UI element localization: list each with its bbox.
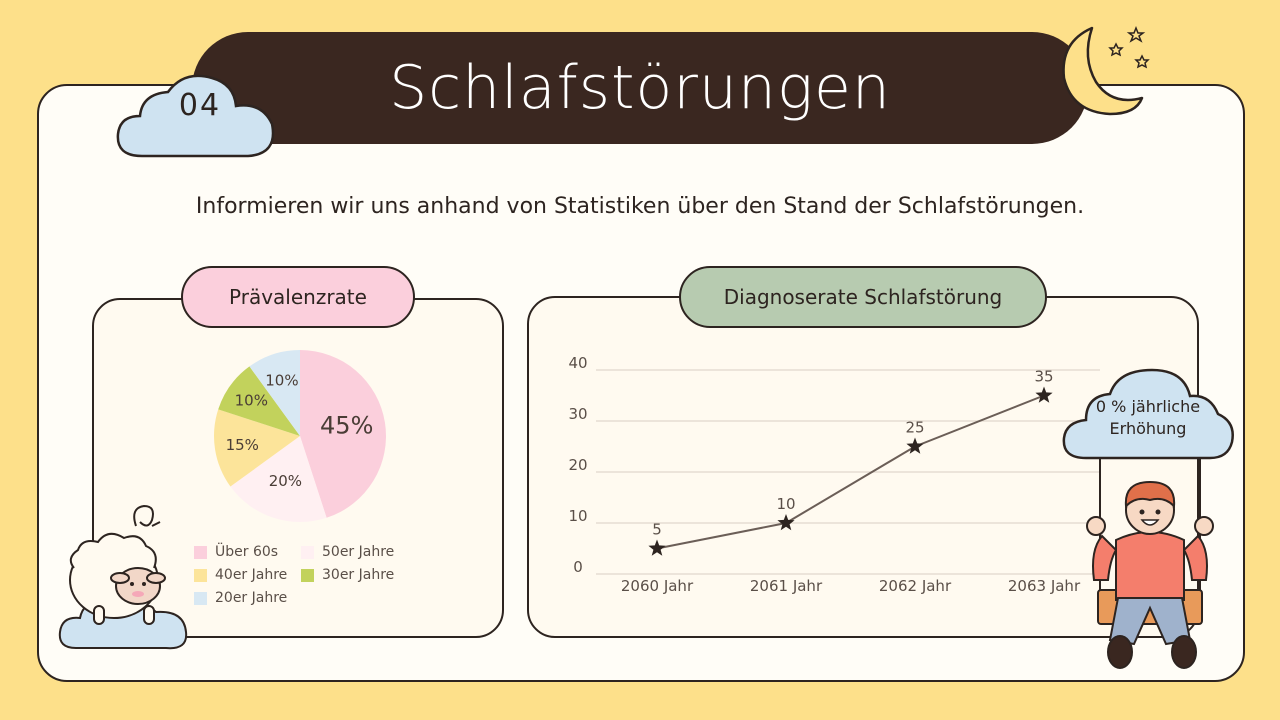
pie-slice <box>214 409 300 487</box>
legend-item-2: 40er Jahre <box>194 567 287 583</box>
child-on-swing-illustration <box>1080 440 1220 676</box>
x-tick-label: 2062 Jahr <box>879 577 952 595</box>
star-icon <box>1108 24 1152 76</box>
legend-swatch-2 <box>194 568 207 582</box>
data-label: 10 <box>776 495 795 513</box>
cloud-note-line2: Erhöhung <box>1109 419 1187 438</box>
legend-item-4: 20er Jahre <box>194 590 287 606</box>
legend-swatch-0 <box>194 545 207 559</box>
cloud-icon <box>1060 366 1238 466</box>
data-label: 25 <box>905 419 924 437</box>
star-marker <box>648 539 666 556</box>
legend-swatch-4 <box>194 591 207 605</box>
sheep-illustration <box>56 498 196 662</box>
line-panel <box>527 296 1199 638</box>
cloud-note-line1: 0 % jährliche <box>1095 397 1201 416</box>
cloud-icon <box>112 68 280 162</box>
y-tick-label: 10 <box>568 507 587 525</box>
data-label: 35 <box>1034 368 1053 386</box>
legend-label-1: 50er Jahre <box>322 544 395 560</box>
cloud-note: 0 % jährliche Erhöhung <box>1080 396 1216 440</box>
y-tick-label: 20 <box>568 456 587 474</box>
legend-swatch-1 <box>301 545 314 559</box>
y-tick-label: 0 <box>573 558 583 576</box>
pie-chart: 45% 20% 15% 10% 10% <box>214 350 386 522</box>
legend-swatch-3 <box>301 568 314 582</box>
pie-value-label: 10% <box>265 371 298 389</box>
data-label: 5 <box>652 521 662 539</box>
legend-label-3: 30er Jahre <box>322 567 395 583</box>
x-tick-label: 2063 Jahr <box>1008 577 1081 595</box>
line-panel-label: Diagnoserate Schlafstörung <box>679 266 1047 328</box>
page-title: Schlafstörungen <box>389 53 891 123</box>
line-series <box>656 394 1045 550</box>
pie-panel-label: Prävalenzrate <box>181 266 415 328</box>
x-tick-label: 2060 Jahr <box>621 577 694 595</box>
legend-label-2: 40er Jahre <box>215 567 288 583</box>
star-marker <box>1035 386 1053 403</box>
title-banner <box>192 32 1088 144</box>
slide-number: 04 <box>178 88 222 123</box>
line-chart: 0 10 20 30 40 2060 Jahr 2061 Jahr 2062 Jahr 2063… <box>568 354 1100 595</box>
pie-value-label: 20% <box>269 472 302 490</box>
pie-slice <box>300 350 386 518</box>
pie-slice <box>218 366 300 436</box>
pie-slice <box>249 350 300 436</box>
legend-label-4: 20er Jahre <box>215 590 288 606</box>
star-marker <box>906 437 924 454</box>
legend-item-3: 30er Jahre <box>301 567 394 583</box>
star-marker <box>777 514 795 531</box>
pie-slice <box>230 436 327 522</box>
legend-item-0: Über 60s <box>194 544 278 560</box>
subtitle: Informieren wir uns anhand von Statistik… <box>195 194 1085 219</box>
y-tick-label: 40 <box>568 354 587 372</box>
pie-value-label: 15% <box>226 436 259 454</box>
legend-item-1: 50er Jahre <box>301 544 394 560</box>
y-tick-label: 30 <box>568 405 587 423</box>
legend-label-0: Über 60s <box>215 544 279 560</box>
pie-value-label: 10% <box>235 392 268 410</box>
x-tick-label: 2061 Jahr <box>750 577 823 595</box>
pie-value-label: 45% <box>320 412 373 440</box>
moon-icon <box>1052 20 1162 124</box>
